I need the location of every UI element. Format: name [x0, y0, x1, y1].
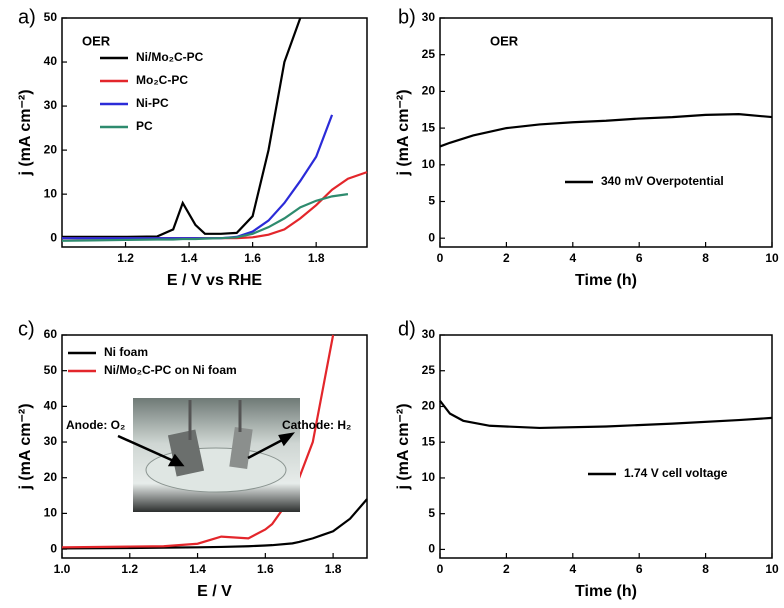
- x-tick-label: 2: [503, 562, 510, 576]
- data-line: [61, 498, 368, 550]
- x-tick-label: 1.0: [54, 562, 71, 576]
- y-tick-label: 50: [44, 363, 58, 377]
- panel-label: b): [398, 6, 416, 28]
- y-tick-label: 20: [44, 142, 58, 156]
- legend-label: Mo₂C-PC: [136, 73, 188, 87]
- y-tick-label: 50: [44, 10, 58, 24]
- annotation: OER: [82, 33, 111, 48]
- x-axis-label: E / V vs RHE: [167, 272, 262, 289]
- x-tick-label: 4: [569, 562, 576, 576]
- plot-frame: [61, 17, 368, 248]
- legend-label: Ni/Mo₂C-PC on Ni foam: [104, 363, 237, 377]
- y-tick-label: 25: [422, 47, 436, 61]
- y-tick-label: 10: [44, 186, 58, 200]
- y-tick-label: 30: [422, 10, 436, 24]
- arrows: [117, 432, 296, 467]
- data-line: [439, 400, 773, 430]
- y-tick-label: 30: [422, 327, 436, 341]
- y-tick-label: 30: [44, 434, 58, 448]
- data-line: [62, 114, 334, 240]
- plot-frame: [61, 334, 368, 559]
- y-tick-label: 15: [422, 120, 436, 134]
- y-axis-label: j (mA cm⁻²): [17, 89, 34, 176]
- x-tick-label: 1.2: [121, 562, 138, 576]
- y-tick-label: 20: [422, 399, 436, 413]
- y-tick-label: 15: [422, 434, 436, 448]
- y-axis-label: j (mA cm⁻²): [395, 89, 412, 176]
- y-tick-label: 10: [422, 157, 436, 171]
- legend-label: PC: [136, 119, 153, 133]
- y-tick-label: 20: [44, 470, 58, 484]
- plot-frame: [439, 17, 773, 248]
- x-tick-label: 8: [702, 251, 709, 265]
- y-tick-label: 0: [428, 230, 435, 244]
- y-tick-label: 60: [44, 327, 58, 341]
- legend-label: Ni/Mo₂C-PC: [136, 50, 204, 64]
- x-tick-label: 0: [437, 251, 444, 265]
- x-tick-label: 1.8: [308, 251, 325, 265]
- y-tick-label: 0: [50, 541, 57, 555]
- x-tick-label: 1.2: [117, 251, 134, 265]
- x-tick-label: 2: [503, 251, 510, 265]
- y-tick-label: 40: [44, 54, 58, 68]
- y-tick-label: 10: [44, 506, 58, 520]
- y-tick-label: 5: [428, 194, 435, 208]
- x-axis-label: E / V: [197, 583, 232, 600]
- x-axis-label: Time (h): [575, 583, 637, 600]
- x-tick-label: 0: [437, 562, 444, 576]
- panel-label: c): [18, 318, 35, 340]
- legend-label: Ni foam: [104, 345, 148, 359]
- annotation: Anode: O₂: [66, 418, 125, 432]
- x-tick-label: 10: [765, 562, 779, 576]
- x-tick-label: 1.4: [189, 562, 206, 576]
- x-tick-label: 1.6: [257, 562, 274, 576]
- x-tick-label: 4: [569, 251, 576, 265]
- x-tick-label: 8: [702, 562, 709, 576]
- y-tick-label: 25: [422, 363, 436, 377]
- x-axis-label: Time (h): [575, 272, 637, 289]
- legend-label: 340 mV Overpotential: [601, 174, 724, 188]
- x-tick-label: 10: [765, 251, 779, 265]
- data-line: [61, 334, 335, 549]
- data-line: [62, 17, 302, 238]
- plot-frame: [439, 334, 773, 559]
- panel-label: d): [398, 318, 416, 340]
- y-tick-label: 40: [44, 399, 58, 413]
- y-axis-label: j (mA cm⁻²): [395, 403, 412, 490]
- y-axis-label: j (mA cm⁻²): [17, 403, 34, 490]
- panel-label: a): [18, 6, 36, 28]
- y-tick-label: 0: [428, 542, 435, 556]
- legend-label: 1.74 V cell voltage: [624, 466, 728, 480]
- x-tick-label: 6: [636, 251, 643, 265]
- data-line: [61, 193, 349, 242]
- x-tick-label: 6: [636, 562, 643, 576]
- x-tick-label: 1.8: [325, 562, 342, 576]
- y-tick-label: 5: [428, 506, 435, 520]
- annotation: OER: [490, 33, 519, 48]
- x-tick-label: 1.6: [244, 251, 261, 265]
- data-line: [62, 171, 368, 240]
- y-tick-label: 10: [422, 470, 436, 484]
- y-tick-label: 0: [50, 230, 57, 244]
- data-line: [439, 113, 773, 148]
- y-tick-label: 20: [422, 84, 436, 98]
- y-tick-label: 30: [44, 98, 58, 112]
- x-tick-label: 1.4: [181, 251, 198, 265]
- annotation: Cathode: H₂: [282, 418, 351, 432]
- legend-label: Ni-PC: [136, 96, 169, 110]
